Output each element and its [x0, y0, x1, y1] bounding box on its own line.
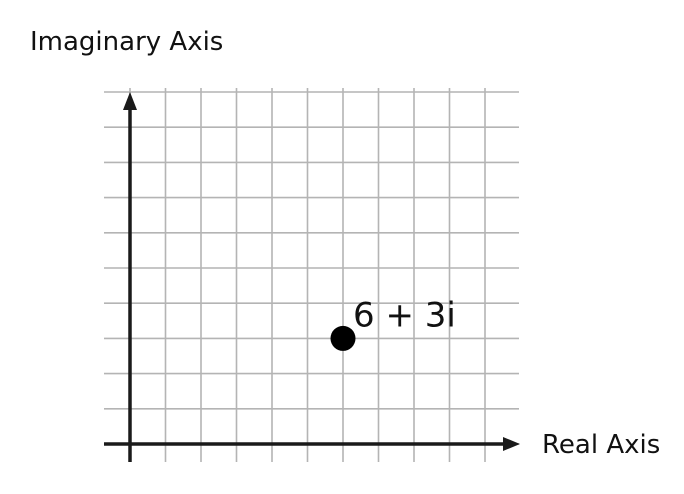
data-points: 6 + 3i	[330, 295, 456, 351]
real-axis-arrow	[503, 437, 520, 451]
data-point	[330, 325, 356, 351]
data-point-label: 6 + 3i	[353, 295, 456, 335]
imaginary-axis-arrow	[123, 92, 137, 110]
axes	[104, 92, 520, 462]
real-axis-label: Real Axis	[542, 430, 660, 460]
grid-lines	[104, 88, 519, 462]
imaginary-axis-label: Imaginary Axis	[30, 27, 223, 57]
